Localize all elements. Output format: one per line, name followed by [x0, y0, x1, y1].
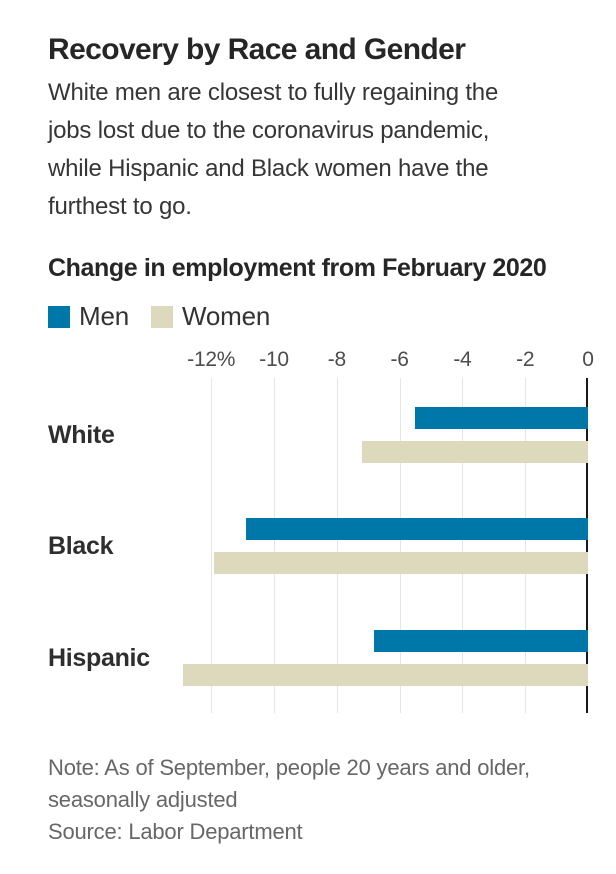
- x-tick-label: -8: [327, 348, 346, 371]
- category-label-hispanic: Hispanic: [48, 643, 150, 672]
- gridline: [525, 378, 526, 713]
- legend-swatch-women: [150, 305, 173, 328]
- gridline: [462, 378, 463, 713]
- bar-men-black: [245, 518, 588, 540]
- x-tick-label: 0: [582, 348, 594, 371]
- legend-item-men: Men: [48, 301, 129, 332]
- chart-legend: Men Women: [48, 301, 270, 332]
- chart-plot-area: -12% -10 -8 -6 -4 -2 0 White Black Hispanic: [0, 340, 616, 718]
- x-tick-label: -2: [516, 348, 535, 371]
- legend-item-women: Women: [150, 301, 271, 332]
- category-label-white: White: [48, 421, 115, 449]
- legend-swatch-men: [48, 305, 70, 328]
- bar-men-hispanic: [374, 630, 588, 652]
- bar-women-white: [361, 441, 588, 463]
- category-label-black: Black: [48, 532, 114, 561]
- chart-source: Source: Labor Department: [48, 819, 303, 844]
- chart-title: Change in employment from February 2020: [48, 254, 547, 282]
- bar-women-hispanic: [182, 664, 588, 686]
- chart-note: Note: As of September, people 20 years a…: [48, 755, 530, 812]
- x-tick-label: -4: [453, 348, 472, 371]
- page-subtitle: White men are closest to fully regaining…: [48, 79, 499, 220]
- bar-men-white: [415, 407, 588, 429]
- x-tick-label: -12%: [187, 348, 236, 371]
- bar-women-black: [214, 552, 588, 574]
- gridline: [211, 378, 212, 713]
- x-tick-label: -10: [259, 348, 289, 371]
- legend-label: Men: [79, 301, 129, 331]
- gridline: [337, 378, 338, 713]
- gridline: [274, 378, 275, 713]
- page-title: Recovery by Race and Gender: [48, 33, 466, 66]
- zero-axis-line: [586, 378, 588, 713]
- x-tick-label: -6: [390, 348, 409, 371]
- gridline: [400, 378, 401, 713]
- legend-label: Women: [181, 301, 271, 331]
